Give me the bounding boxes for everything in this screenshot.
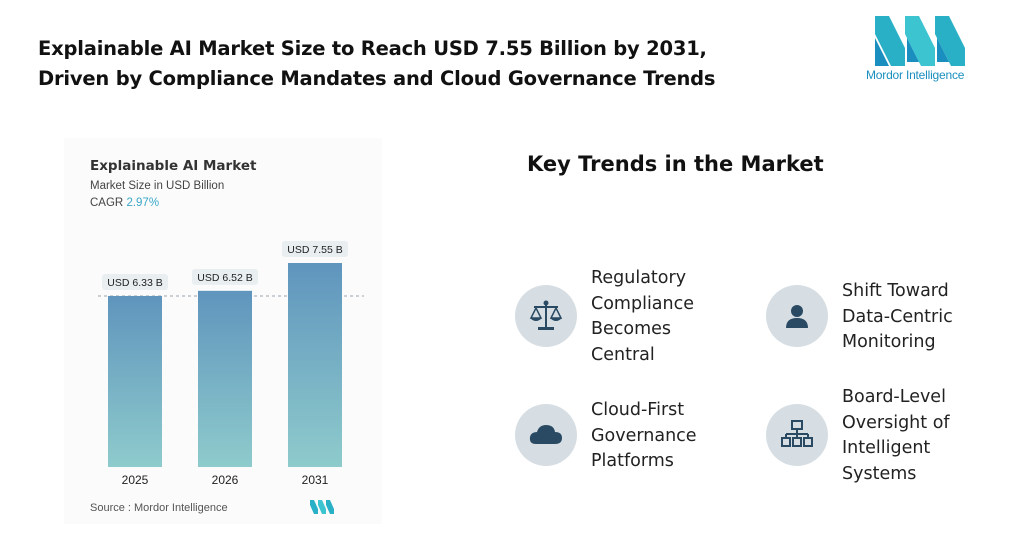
cagr-value: 2.97% bbox=[126, 197, 160, 209]
trend-icon-board bbox=[766, 404, 828, 466]
bar-chart: USD 6.33 B 2025 USD 6.52 B 2026 USD 7.55 B 20… bbox=[98, 241, 364, 487]
data-label-2025: USD 6.33 B bbox=[107, 277, 162, 289]
hierarchy-icon bbox=[781, 420, 813, 447]
x-tick-2025: 2025 bbox=[122, 473, 149, 487]
bar-2026 bbox=[198, 290, 252, 467]
data-label-bg-2025 bbox=[102, 273, 168, 290]
trends-title: Key Trends in the Market bbox=[527, 152, 824, 176]
headline-line-1: Explainable AI Market Size to Reach USD … bbox=[38, 37, 707, 60]
chart-source: Source : Mordor Intelligence bbox=[90, 502, 228, 514]
chart-subtitle: Market Size in USD Billion bbox=[90, 180, 225, 192]
data-label-2026: USD 6.52 B bbox=[197, 272, 252, 284]
mordor-logo-icon bbox=[875, 16, 965, 66]
cloud-icon bbox=[529, 425, 562, 444]
x-tick-2026: 2026 bbox=[212, 473, 239, 487]
trend-label-cloud: Cloud-First Governance Platforms bbox=[591, 400, 697, 471]
headline: Explainable AI Market Size to Reach USD … bbox=[38, 34, 838, 94]
bar-2031 bbox=[288, 263, 342, 467]
trend-icon-data-centric bbox=[766, 285, 828, 347]
bar-2025 bbox=[108, 295, 162, 467]
data-label-2031: USD 7.55 B bbox=[287, 244, 342, 256]
trend-label-regulatory: Regulatory Compliance Becomes Central bbox=[591, 268, 695, 365]
chart-title: Explainable AI Market bbox=[90, 158, 257, 174]
data-label-bg-2031 bbox=[282, 241, 348, 257]
source-logo-icon bbox=[310, 500, 334, 514]
brand-name: Mordor Intelligence bbox=[866, 68, 965, 82]
data-label-bg-2026 bbox=[192, 268, 258, 285]
scales-icon bbox=[529, 300, 563, 330]
chart-panel: Explainable AI Market Market Size in USD… bbox=[64, 138, 382, 524]
headline-line-2: Driven by Compliance Mandates and Cloud … bbox=[38, 67, 716, 90]
trend-label-data-centric: Shift Toward Data-Centric Monitoring bbox=[842, 281, 953, 352]
chart-cagr: CAGR 2.97% bbox=[90, 197, 159, 209]
trend-label-board: Board-Level Oversight of Intelligent Sys… bbox=[842, 387, 950, 484]
person-icon bbox=[786, 305, 808, 328]
trend-icon-regulatory bbox=[515, 285, 577, 347]
brand-logo: Mordor Intelligence bbox=[858, 16, 988, 86]
cagr-label: CAGR bbox=[90, 197, 124, 209]
x-tick-2031: 2031 bbox=[302, 473, 329, 487]
trend-icon-cloud bbox=[515, 404, 577, 466]
